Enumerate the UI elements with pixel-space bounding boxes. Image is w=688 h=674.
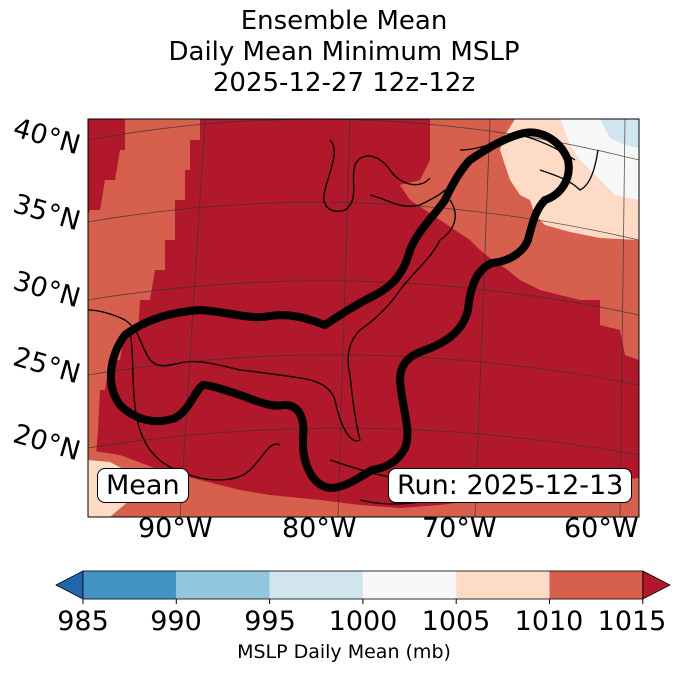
field-1010-west [88, 119, 200, 517]
colorbar-tick-995: 995 [244, 606, 296, 637]
field-995 [600, 119, 639, 148]
colorbar-tick-1010: 1010 [514, 606, 584, 637]
colorbar-1010 [549, 571, 643, 599]
mean-label-box: Mean [97, 468, 189, 503]
colorbar-985 [83, 571, 177, 599]
colorbar-990 [176, 571, 270, 599]
lon-label-60: 60°W [564, 513, 639, 544]
colorbar-tick-990: 990 [150, 606, 202, 637]
lon-label-70: 70°W [422, 513, 497, 544]
title-line-1: Ensemble Mean [240, 6, 448, 36]
colorbar-over [642, 570, 671, 600]
colorbar-tick-1015: 1015 [597, 606, 667, 637]
colorbar-995 [269, 571, 363, 599]
colorbar-tick-1000: 1000 [328, 606, 398, 637]
lon-label-90: 90°W [138, 513, 213, 544]
title-line-2: Daily Mean Minimum MSLP [168, 37, 520, 67]
colorbar-label: MSLP Daily Mean (mb) [237, 641, 451, 663]
title-line-3: 2025-12-27 12z-12z [212, 68, 476, 98]
colorbar-1005 [456, 571, 550, 599]
colorbar-tick-985: 985 [57, 606, 109, 637]
lon-label-80: 80°W [282, 513, 357, 544]
field-1015-west-wedge [88, 119, 125, 215]
chart-title: Ensemble Mean Daily Mean Minimum MSLP 20… [0, 6, 688, 99]
colorbar-1000 [362, 571, 457, 599]
colorbar-under [55, 570, 84, 600]
contour-outline [106, 128, 573, 492]
run-label-box: Run: 2025-12-13 [388, 468, 633, 503]
colorbar-tick-1005: 1005 [421, 606, 491, 637]
